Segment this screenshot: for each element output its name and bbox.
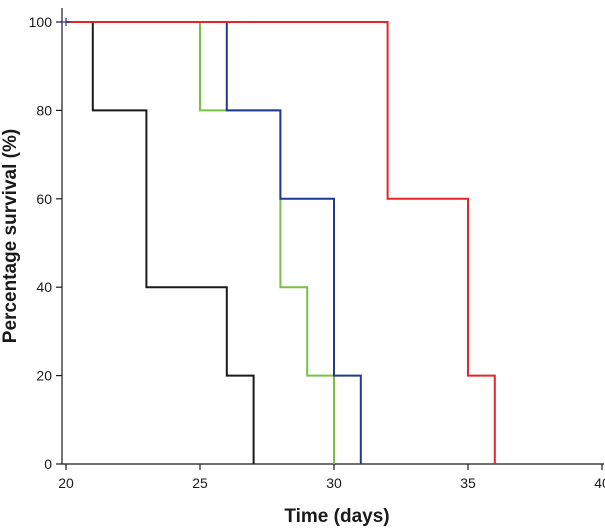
x-tick-label: 25 xyxy=(192,475,208,491)
x-tick-label: 20 xyxy=(58,475,74,491)
series-group xyxy=(66,21,496,464)
y-axis-title: Percentage survival (%) xyxy=(0,129,21,343)
y-tick-label: 40 xyxy=(36,279,52,295)
survival-curve-2 xyxy=(66,21,335,464)
x-axis-title: Time (days) xyxy=(284,506,389,527)
survival-curve-1 xyxy=(66,21,255,464)
x-ticks: 20 25 30 35 40 xyxy=(58,464,605,491)
survival-curve-4 xyxy=(66,21,496,464)
y-tick-label: 80 xyxy=(36,102,52,118)
x-tick-label: 40 xyxy=(594,475,605,491)
y-tick-label: 20 xyxy=(36,368,52,384)
censor-mark xyxy=(62,18,70,26)
y-ticks: 0 20 40 60 80 100 xyxy=(29,14,62,472)
x-tick-label: 30 xyxy=(326,475,342,491)
y-tick-label: 100 xyxy=(29,14,53,30)
censor-marks xyxy=(62,18,70,26)
x-tick-label: 35 xyxy=(460,475,476,491)
y-tick-label: 0 xyxy=(44,456,52,472)
y-tick-label: 60 xyxy=(36,191,52,207)
survival-curve-3 xyxy=(66,21,362,464)
